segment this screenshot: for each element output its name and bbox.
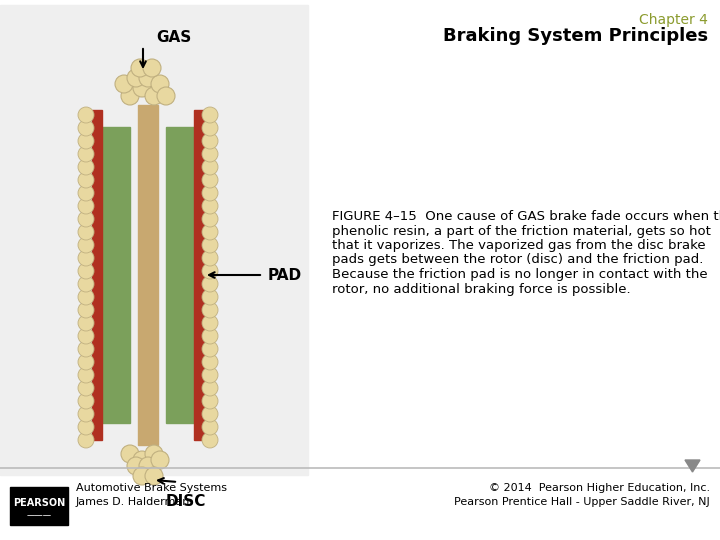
Text: pads gets between the rotor (disc) and the friction pad.: pads gets between the rotor (disc) and t… xyxy=(332,253,703,267)
Bar xyxy=(194,110,204,440)
Circle shape xyxy=(78,263,94,279)
Circle shape xyxy=(157,87,175,105)
Circle shape xyxy=(78,172,94,188)
Circle shape xyxy=(139,457,157,475)
Circle shape xyxy=(115,75,133,93)
Circle shape xyxy=(202,224,218,240)
Circle shape xyxy=(133,79,151,97)
Circle shape xyxy=(78,159,94,175)
Circle shape xyxy=(78,354,94,370)
Circle shape xyxy=(78,146,94,162)
Text: Because the friction pad is no longer in contact with the: Because the friction pad is no longer in… xyxy=(332,268,708,281)
Text: phenolic resin, a part of the friction material, gets so hot: phenolic resin, a part of the friction m… xyxy=(332,225,711,238)
Circle shape xyxy=(78,380,94,396)
Circle shape xyxy=(121,87,139,105)
Circle shape xyxy=(202,185,218,201)
Circle shape xyxy=(121,445,139,463)
Circle shape xyxy=(78,419,94,435)
Circle shape xyxy=(202,237,218,253)
Circle shape xyxy=(78,315,94,331)
Circle shape xyxy=(145,467,163,485)
Circle shape xyxy=(78,289,94,305)
Bar xyxy=(138,105,158,445)
Circle shape xyxy=(131,59,149,77)
Circle shape xyxy=(202,315,218,331)
Circle shape xyxy=(78,328,94,344)
Circle shape xyxy=(202,289,218,305)
Circle shape xyxy=(78,341,94,357)
Circle shape xyxy=(145,445,163,463)
Circle shape xyxy=(127,457,145,475)
Circle shape xyxy=(78,237,94,253)
Circle shape xyxy=(78,250,94,266)
Text: GAS: GAS xyxy=(156,30,192,45)
Circle shape xyxy=(127,69,145,87)
Circle shape xyxy=(202,393,218,409)
Text: James D. Halderman: James D. Halderman xyxy=(76,497,190,507)
Circle shape xyxy=(202,419,218,435)
Circle shape xyxy=(133,467,151,485)
Circle shape xyxy=(78,185,94,201)
Circle shape xyxy=(78,120,94,136)
Circle shape xyxy=(78,406,94,422)
Text: DISC: DISC xyxy=(166,494,207,509)
Circle shape xyxy=(202,341,218,357)
Circle shape xyxy=(143,59,161,77)
Circle shape xyxy=(202,146,218,162)
Circle shape xyxy=(202,172,218,188)
Circle shape xyxy=(78,302,94,318)
Bar xyxy=(10,487,68,525)
Circle shape xyxy=(145,87,163,105)
Circle shape xyxy=(151,75,169,93)
Text: Pearson Prentice Hall - Upper Saddle River, NJ: Pearson Prentice Hall - Upper Saddle Riv… xyxy=(454,497,710,507)
Circle shape xyxy=(202,198,218,214)
Circle shape xyxy=(78,224,94,240)
Text: FIGURE 4–15  One cause of GAS brake fade occurs when the: FIGURE 4–15 One cause of GAS brake fade … xyxy=(332,210,720,223)
Circle shape xyxy=(78,276,94,292)
Circle shape xyxy=(78,393,94,409)
Circle shape xyxy=(202,432,218,448)
Circle shape xyxy=(151,451,169,469)
Circle shape xyxy=(202,211,218,227)
Circle shape xyxy=(202,302,218,318)
Circle shape xyxy=(202,159,218,175)
Text: PEARSON: PEARSON xyxy=(13,498,65,508)
Circle shape xyxy=(78,198,94,214)
Bar xyxy=(92,110,102,440)
Bar xyxy=(0,5,308,475)
Circle shape xyxy=(202,107,218,123)
Circle shape xyxy=(202,133,218,149)
Bar xyxy=(166,127,194,423)
Circle shape xyxy=(202,354,218,370)
Circle shape xyxy=(78,432,94,448)
Text: Automotive Brake Systems: Automotive Brake Systems xyxy=(76,483,227,493)
Circle shape xyxy=(202,367,218,383)
Circle shape xyxy=(78,367,94,383)
Bar xyxy=(102,127,130,423)
Text: that it vaporizes. The vaporized gas from the disc brake: that it vaporizes. The vaporized gas fro… xyxy=(332,239,706,252)
Text: © 2014  Pearson Higher Education, Inc.: © 2014 Pearson Higher Education, Inc. xyxy=(489,483,710,493)
Circle shape xyxy=(202,276,218,292)
Text: ———: ——— xyxy=(27,511,52,521)
Circle shape xyxy=(78,107,94,123)
Polygon shape xyxy=(685,460,700,472)
Circle shape xyxy=(202,328,218,344)
Circle shape xyxy=(202,406,218,422)
Circle shape xyxy=(202,250,218,266)
Circle shape xyxy=(78,211,94,227)
Text: rotor, no additional braking force is possible.: rotor, no additional braking force is po… xyxy=(332,282,631,295)
Circle shape xyxy=(202,380,218,396)
Circle shape xyxy=(202,120,218,136)
Circle shape xyxy=(78,133,94,149)
Circle shape xyxy=(133,451,151,469)
Circle shape xyxy=(139,69,157,87)
Text: PAD: PAD xyxy=(268,267,302,282)
Text: Chapter 4: Chapter 4 xyxy=(639,13,708,27)
Circle shape xyxy=(202,263,218,279)
Text: Braking System Principles: Braking System Principles xyxy=(443,27,708,45)
